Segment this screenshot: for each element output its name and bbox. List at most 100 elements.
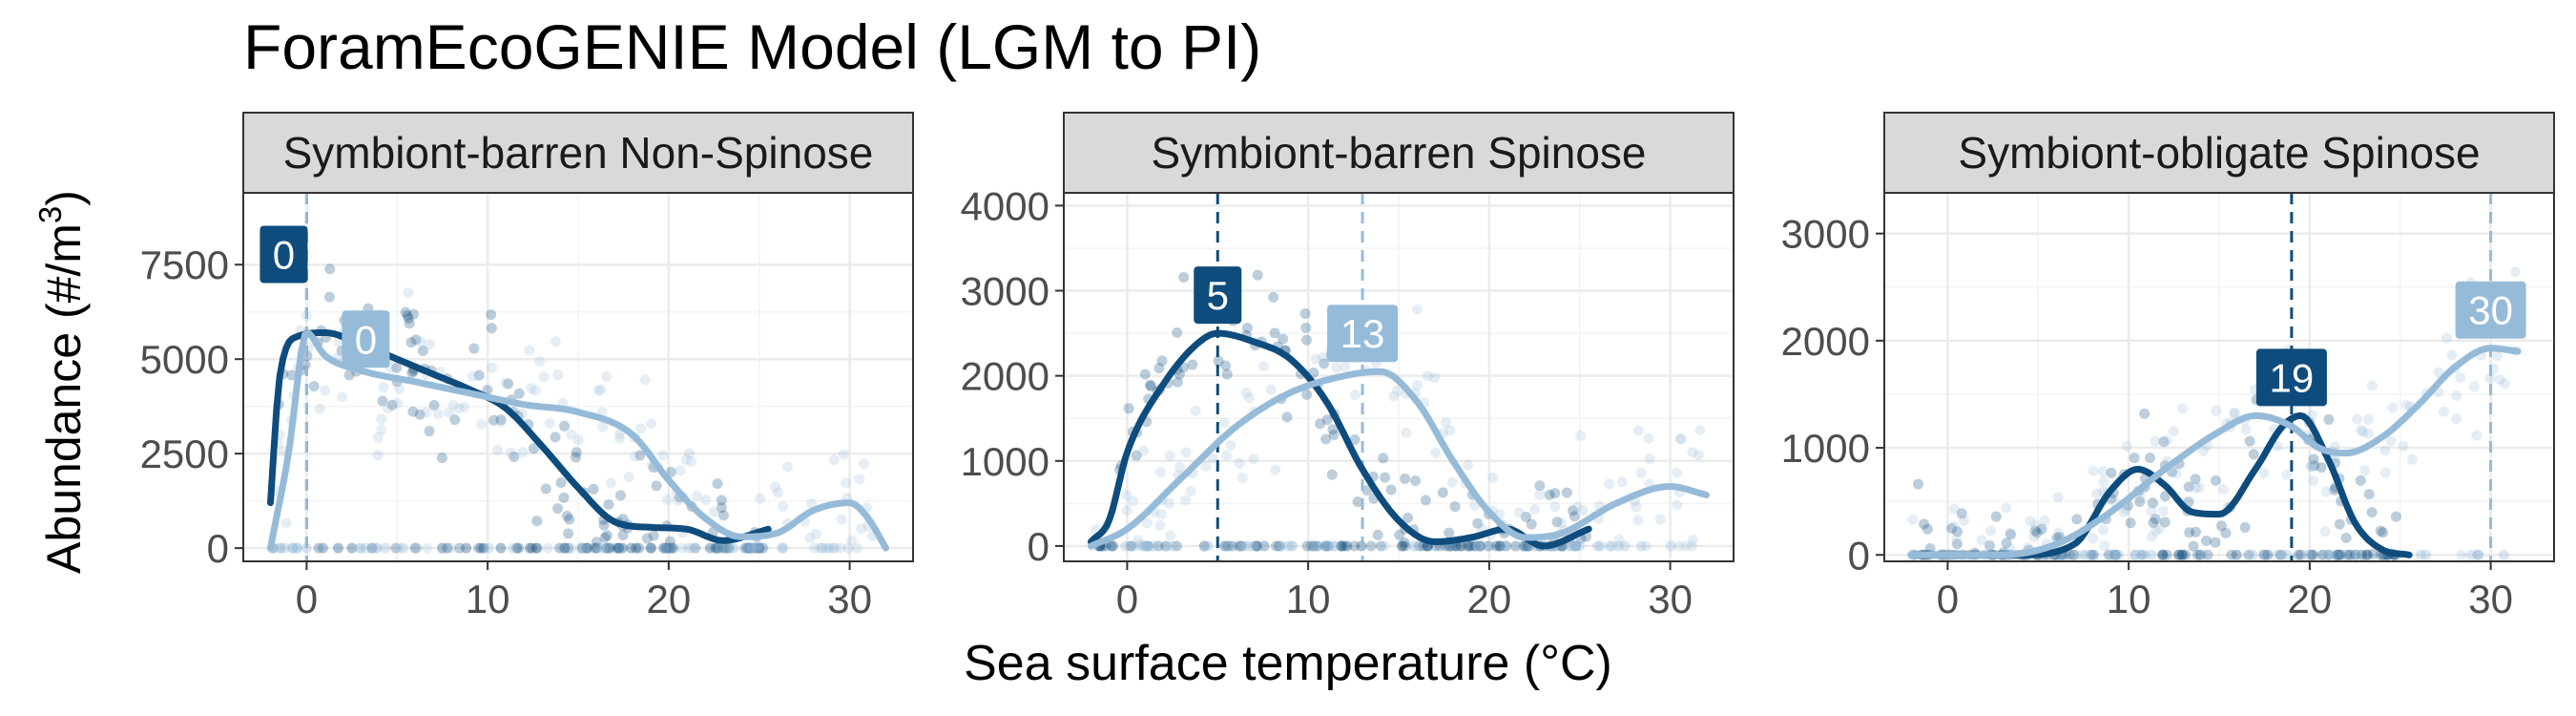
zero-point-lgm [332, 542, 343, 554]
scatter-point-pi [657, 450, 669, 461]
zero-point-lgm [442, 542, 453, 554]
scatter-point-pi [1672, 467, 1683, 478]
scatter-point-pi [2053, 527, 2065, 538]
zero-point-pi [2465, 549, 2477, 560]
scatter-point-pi [1388, 390, 1400, 402]
scatter-point-pi [2240, 424, 2252, 435]
scatter-point-pi [1265, 384, 1277, 395]
scatter-point-lgm [2375, 525, 2386, 537]
x-axis-title: Sea surface temperature (°C) [964, 636, 1612, 691]
zero-point-pi [2281, 549, 2293, 560]
zero-point-pi [2322, 549, 2334, 560]
scatter-point-lgm [2243, 549, 2254, 560]
zero-point-lgm [712, 542, 723, 554]
scatter-point-lgm [468, 343, 480, 354]
scatter-point-lgm [513, 388, 525, 399]
zero-point-lgm [626, 542, 637, 554]
scatter-point-pi [1328, 540, 1340, 552]
scatter-point-pi [685, 456, 696, 468]
scatter-point-lgm [2190, 526, 2201, 537]
zero-point-lgm [461, 542, 472, 554]
zero-point-lgm [2067, 549, 2079, 560]
scatter-point-lgm [1922, 523, 1933, 535]
scatter-point-pi [354, 542, 365, 554]
scatter-point-pi [838, 449, 849, 460]
scatter-point-lgm [748, 542, 759, 554]
scatter-point-lgm [286, 369, 298, 381]
scatter-point-lgm [641, 533, 653, 544]
scatter-point-pi [516, 408, 528, 419]
scatter-point-lgm [2239, 522, 2251, 534]
zero-point-lgm [1219, 540, 1231, 552]
scatter-point-pi [680, 453, 692, 465]
scatter-point-pi [2356, 424, 2367, 435]
scatter-point-pi [432, 409, 444, 420]
scatter-point-lgm [495, 414, 507, 426]
scatter-point-pi [2150, 435, 2161, 447]
zero-point-lgm [478, 542, 489, 554]
scatter-point-lgm [1544, 489, 1555, 500]
scatter-point-pi [1976, 535, 1987, 546]
scatter-point-pi [530, 385, 541, 396]
scatter-point-pi [635, 423, 647, 434]
scatter-point-lgm [1385, 484, 1397, 495]
scatter-point-pi [854, 474, 865, 485]
scatter-point-pi [544, 417, 555, 429]
scatter-point-lgm [1549, 488, 1561, 499]
zero-point-pi [601, 542, 613, 554]
scatter-point-lgm [1912, 478, 1923, 490]
scatter-point-lgm [665, 542, 676, 554]
scatter-point-pi [1270, 464, 1281, 475]
scatter-point-lgm [1326, 469, 1338, 480]
scatter-point-pi [2471, 549, 2483, 560]
zero-point-pi [398, 542, 409, 554]
smooth-curve-pi [1908, 345, 2522, 558]
panel-strip [1063, 112, 1735, 194]
scatter-point-pi [675, 465, 686, 476]
scatter-point-lgm [2125, 517, 2136, 529]
zero-point-pi [1148, 540, 1159, 552]
scatter-point-pi [2150, 525, 2162, 537]
scatter-point-pi [1207, 453, 1218, 464]
scatter-point-lgm [1924, 542, 1936, 554]
scatter-point-pi [1635, 467, 1647, 478]
scatter-point-lgm [528, 443, 539, 454]
scatter-point-pi [1225, 439, 1236, 451]
scatter-point-pi [2146, 505, 2157, 516]
scatter-point-lgm [1410, 475, 1422, 487]
scatter-point-lgm [2201, 536, 2212, 547]
scatter-point-pi [2068, 549, 2080, 560]
scatter-point-lgm [552, 503, 564, 515]
scatter-point-lgm [2036, 523, 2047, 535]
scatter-point-pi [2229, 408, 2240, 419]
scatter-point-pi [1411, 380, 1423, 391]
x-tick-label: 10 [1286, 577, 1331, 621]
scatter-point-lgm [2220, 527, 2232, 538]
zero-point-pi [1665, 540, 1676, 552]
scatter-point-pi [2171, 468, 2182, 479]
zero-point-pi [1472, 540, 1484, 552]
zero-point-pi [665, 542, 676, 554]
scatter-point-pi [1462, 459, 1473, 471]
scatter-point-lgm [1521, 512, 1532, 523]
zero-point-lgm [346, 542, 358, 554]
scatter-point-pi [770, 481, 781, 493]
scatter-point-pi [378, 382, 389, 393]
scatter-point-pi [1164, 450, 1175, 461]
zero-point-pi [1142, 540, 1153, 552]
scatter-point-lgm [712, 478, 723, 490]
scatter-point-lgm [2184, 527, 2195, 538]
scatter-point-pi [1236, 472, 1248, 483]
scatter-point-lgm [527, 542, 538, 554]
x-tick-label: 0 [1937, 577, 1959, 621]
scatter-point-pi [487, 362, 498, 373]
scatter-point-pi [2272, 549, 2283, 560]
scatter-point-pi [317, 542, 328, 554]
optimum-label-box-lgm [1194, 266, 1242, 325]
scatter-point-lgm [1444, 527, 1455, 538]
smooth-curve-pi [267, 329, 889, 552]
scatter-point-pi [1401, 427, 1412, 438]
y-tick-label: 2500 [140, 432, 229, 476]
scatter-point-lgm [663, 542, 675, 554]
scatter-point-lgm [1178, 272, 1190, 284]
